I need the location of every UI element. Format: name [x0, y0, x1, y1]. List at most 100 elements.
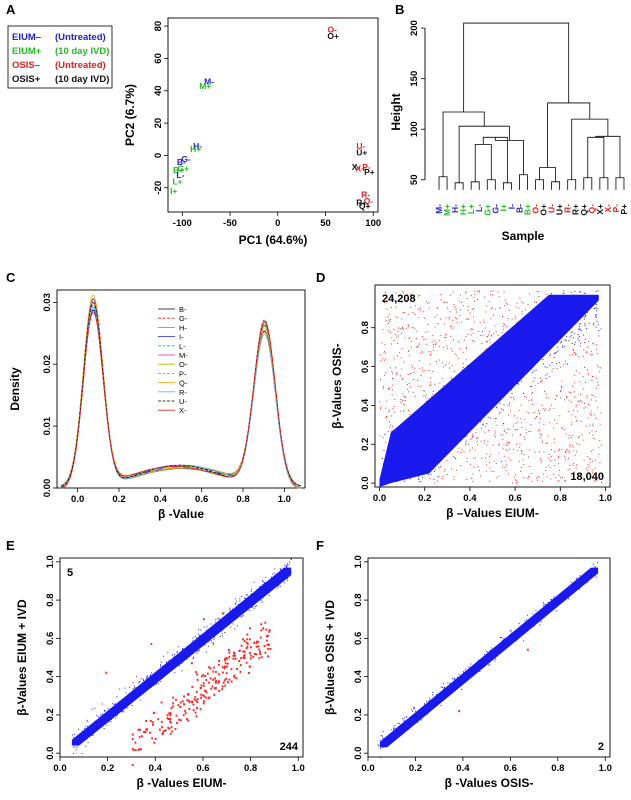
y-tick-label: 0.02: [42, 355, 53, 374]
x-tick-label: 1.0: [599, 763, 612, 774]
dendrogram-link: [595, 135, 621, 178]
dendrogram-link: [583, 177, 593, 190]
dendrogram-leaf-label: Q+: [579, 204, 589, 216]
legend-entry: X-: [179, 406, 187, 415]
dendrogram-leaf-label: O+: [539, 204, 549, 216]
dendrogram-leaf-label: G-: [490, 204, 500, 214]
x-tick-label: 0.6: [504, 763, 517, 774]
legend-label: OSIS+: [12, 74, 41, 85]
dendrogram-link: [463, 22, 570, 113]
y-axis-title: β-Values OSIS-: [330, 343, 344, 428]
dendrogram-leaf-label: X-: [603, 204, 613, 213]
dendrogram-leaf-label: R-: [563, 204, 573, 213]
y-axis-title: PC2 (6.7%): [123, 84, 137, 146]
outlier-points-cloud: [379, 290, 602, 484]
x-axis-title: β -Values EIUM-: [136, 776, 226, 790]
y-tick-label: 0.6: [45, 632, 56, 645]
dendrogram-leaf-label: B+: [522, 204, 532, 215]
dendrogram-link: [535, 179, 544, 190]
y-tick-label: 40: [153, 85, 164, 96]
dendrogram-leaf-label: G+: [482, 204, 492, 216]
y-tick-label: 0.03: [42, 293, 53, 312]
pca-point-label: M-: [204, 76, 214, 86]
x-tick-label: 1.0: [292, 763, 305, 774]
y-tick-label: 1.0: [353, 555, 364, 568]
dendrogram-link: [438, 176, 448, 190]
dendrogram-leaf-label: P-: [611, 204, 621, 213]
y-tick-label: 0.4: [45, 669, 56, 683]
dendrogram-link: [458, 125, 510, 183]
plot-frame: [374, 284, 611, 488]
y-tick-label: 0.4: [353, 669, 364, 683]
dendrogram-leaf-label: U-: [547, 204, 557, 213]
pca-point-label: P+: [364, 167, 375, 177]
x-tick-label: 0.2: [409, 763, 422, 774]
scatter-e: 0.0 0.2 0.4 0.6 0.8 1.0 0.0 0.2 0.4 0.6 0.8 1.0 β -V…: [15, 555, 305, 790]
plot-frame: [59, 557, 304, 758]
count-upper: 5: [67, 567, 73, 579]
dendrogram-link: [502, 182, 512, 190]
y-axis-title: β-Values EIUM + IVD: [15, 599, 29, 716]
legend-entry: H-: [179, 323, 187, 332]
y-tick-label: 0.2: [45, 708, 56, 721]
x-tick-label: 0.2: [112, 494, 125, 505]
legend-entry: P-: [179, 369, 187, 378]
y-tick-label: 0.01: [42, 416, 53, 435]
x-tick-label: 0.4: [154, 494, 168, 505]
x-axis-title: β -Value: [158, 507, 204, 521]
pca-point-label: X-: [352, 162, 361, 172]
panel-label-b: B: [395, 2, 404, 17]
x-tick-label: 0.6: [195, 494, 208, 505]
legend-label: OSIS–: [12, 60, 40, 71]
y-tick-label: 0: [153, 153, 164, 158]
count-lower: 244: [280, 741, 299, 753]
density-series-line: [60, 302, 301, 487]
significant-points: [105, 612, 272, 766]
density-series-line: [61, 312, 301, 489]
dendrogram-leaf-label: Q-: [587, 204, 597, 214]
pca-point-label: M+: [199, 81, 211, 91]
scatter-d: 0.0 0.2 0.4 0.6 0.8 1.0 0.0 0.2 0.4 0.6 0.8 β –Valu…: [330, 284, 612, 520]
y-tick-label: -20: [153, 181, 164, 195]
dendrogram-leaf-label: M-: [434, 204, 444, 214]
dense-points-band: [379, 294, 599, 487]
dendrogram-leaf-label: X+: [595, 204, 605, 215]
pca-point-label: B+: [173, 165, 184, 175]
pca-point-label: Q-: [364, 196, 374, 206]
panel-label-e: E: [6, 538, 15, 553]
dendrogram-leaf-label: H-: [450, 204, 460, 213]
dendrogram-leaf-label: L-: [474, 204, 484, 212]
pca-point-label: O+: [327, 31, 339, 41]
dendrogram-leaf-label: I+: [498, 204, 508, 211]
y-tick-label: 0.8: [360, 321, 371, 334]
dendrogram-leaf-label: M+: [442, 204, 452, 216]
y-tick-label: 100: [409, 121, 420, 137]
dendrogram-leaf-label: H+: [458, 204, 468, 215]
band-edge-points: [377, 562, 599, 759]
pca-point-label: R-: [361, 189, 370, 199]
x-tick-label: 0.0: [53, 763, 66, 774]
x-axis-title: β -Values OSIS-: [445, 776, 534, 790]
scatter-f: 0.0 0.2 0.4 0.6 0.8 1.0 0.0 0.2 0.4 0.6 0.8 1.0 β -V…: [323, 555, 612, 790]
legend-entry: G-: [179, 314, 188, 323]
legend-a: EIUM– (Untreated) EIUM+ (10 day IVD) OSIS– (U…: [7, 25, 113, 89]
x-axis-title: Sample: [502, 229, 545, 243]
legend-entry: B-: [179, 305, 187, 314]
x-tick-label: 1.0: [599, 493, 612, 504]
dendrogram-link: [482, 136, 508, 183]
plot-frame: [367, 557, 611, 758]
pca-point-label: B-: [177, 157, 186, 167]
y-tick-label: 50: [409, 174, 420, 185]
pca-point-label: U+: [356, 147, 367, 157]
x-tick-label: 0.8: [554, 493, 567, 504]
dendrogram-link: [551, 181, 561, 190]
legend-entry: L-: [179, 342, 186, 351]
x-tick-label: 100: [365, 218, 381, 229]
dendrogram-link: [567, 179, 577, 190]
pca-point-label: U-: [356, 141, 365, 151]
pca-plot: -100 -50 0 50 100 -20 0 20 40 60 80 PC1 (64.6%) PC2 …: [123, 17, 381, 247]
x-tick-label: 0.6: [196, 763, 209, 774]
dense-points-band: [71, 567, 292, 746]
x-axis-title: β –Values EIUM-: [446, 506, 539, 520]
pca-point-label: Q+: [359, 201, 371, 211]
